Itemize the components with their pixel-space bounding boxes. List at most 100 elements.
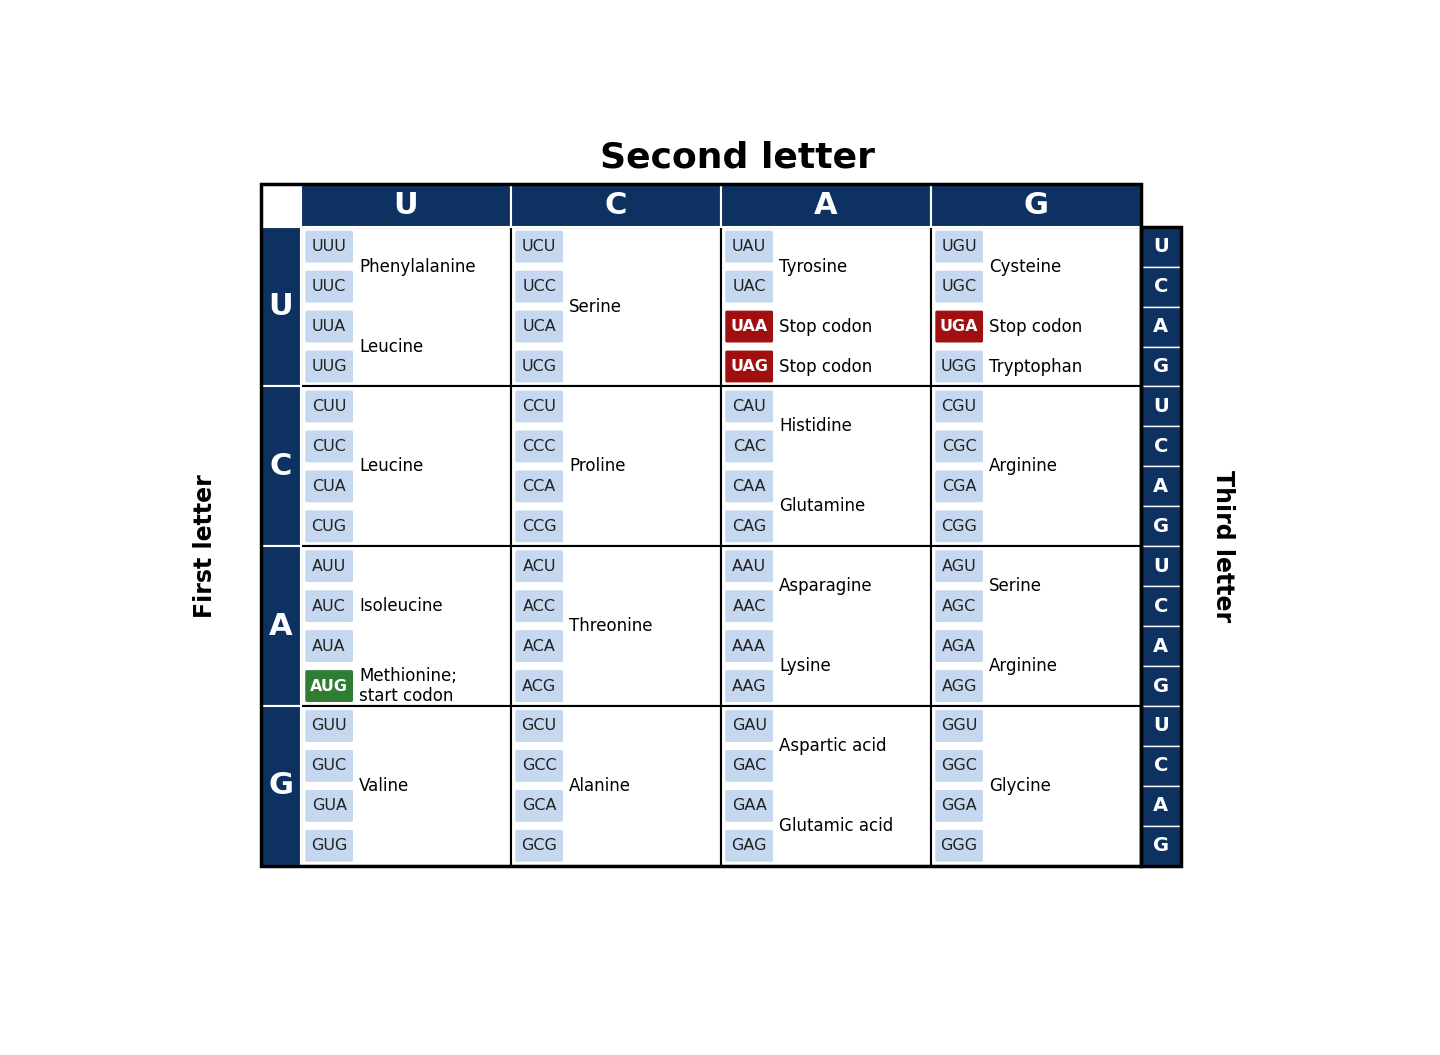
FancyBboxPatch shape <box>305 790 353 822</box>
FancyBboxPatch shape <box>516 511 563 542</box>
Text: CCG: CCG <box>521 519 556 534</box>
Text: G: G <box>1152 837 1169 856</box>
Bar <box>261 227 301 386</box>
Text: AAA: AAA <box>732 638 766 654</box>
FancyBboxPatch shape <box>305 430 353 462</box>
Text: ACC: ACC <box>523 598 556 614</box>
Text: Leucine: Leucine <box>359 338 423 356</box>
Text: Stop codon: Stop codon <box>779 358 873 376</box>
FancyBboxPatch shape <box>516 750 563 782</box>
Text: CUG: CUG <box>311 519 347 534</box>
Bar <box>261 185 1140 866</box>
Text: Phenylalanine: Phenylalanine <box>359 257 475 275</box>
FancyBboxPatch shape <box>726 750 773 782</box>
FancyBboxPatch shape <box>936 430 984 462</box>
FancyBboxPatch shape <box>726 390 773 422</box>
Text: U: U <box>1153 716 1169 735</box>
Text: Stop codon: Stop codon <box>779 318 873 335</box>
Text: Aspartic acid: Aspartic acid <box>779 737 887 755</box>
Text: CCU: CCU <box>523 399 556 414</box>
Bar <box>1140 826 1181 866</box>
Text: C: C <box>1153 597 1168 616</box>
Text: Arginine: Arginine <box>989 657 1058 675</box>
Text: CGC: CGC <box>942 439 976 454</box>
Text: Methionine;
start codon: Methionine; start codon <box>359 667 456 706</box>
Text: C: C <box>605 191 626 220</box>
Text: ACA: ACA <box>523 638 556 654</box>
Text: A: A <box>814 191 838 220</box>
FancyBboxPatch shape <box>726 590 773 622</box>
FancyBboxPatch shape <box>936 511 984 542</box>
FancyBboxPatch shape <box>726 830 773 862</box>
Text: UAU: UAU <box>732 239 766 254</box>
FancyBboxPatch shape <box>726 710 773 742</box>
Text: GGC: GGC <box>942 759 978 773</box>
Bar <box>511 227 720 386</box>
FancyBboxPatch shape <box>305 390 353 422</box>
Text: Isoleucine: Isoleucine <box>359 597 442 615</box>
Text: U: U <box>268 292 292 321</box>
FancyBboxPatch shape <box>936 271 984 303</box>
Text: CGA: CGA <box>942 479 976 494</box>
FancyBboxPatch shape <box>726 471 773 502</box>
FancyBboxPatch shape <box>516 830 563 862</box>
Text: UUC: UUC <box>312 280 346 294</box>
FancyBboxPatch shape <box>516 350 563 382</box>
Text: Histidine: Histidine <box>779 418 852 436</box>
FancyBboxPatch shape <box>726 430 773 462</box>
Text: Valine: Valine <box>359 776 409 794</box>
Bar <box>1140 506 1181 546</box>
FancyBboxPatch shape <box>936 471 984 502</box>
FancyBboxPatch shape <box>516 710 563 742</box>
Bar <box>1140 466 1181 506</box>
Bar <box>720 185 930 227</box>
Text: CUA: CUA <box>312 479 346 494</box>
Text: GGG: GGG <box>940 839 978 853</box>
FancyBboxPatch shape <box>726 790 773 822</box>
Text: Tryptophan: Tryptophan <box>989 358 1083 376</box>
Text: G: G <box>1152 517 1169 536</box>
Text: Stop codon: Stop codon <box>989 318 1083 335</box>
FancyBboxPatch shape <box>305 271 353 303</box>
Text: U: U <box>1153 557 1169 576</box>
Text: ACU: ACU <box>523 559 556 574</box>
FancyBboxPatch shape <box>516 551 563 582</box>
FancyBboxPatch shape <box>305 670 353 702</box>
Text: AGG: AGG <box>942 678 976 693</box>
Text: AUA: AUA <box>312 638 346 654</box>
Text: Serine: Serine <box>989 577 1043 595</box>
Text: UGC: UGC <box>942 280 976 294</box>
Text: AAG: AAG <box>732 678 766 693</box>
Bar <box>1140 546 1181 587</box>
FancyBboxPatch shape <box>936 310 984 343</box>
Text: CCC: CCC <box>523 439 556 454</box>
Text: CAA: CAA <box>733 479 766 494</box>
FancyBboxPatch shape <box>936 750 984 782</box>
Bar <box>930 706 1140 866</box>
Text: UUA: UUA <box>312 319 346 334</box>
Text: GGA: GGA <box>942 799 978 813</box>
Text: UCA: UCA <box>523 319 556 334</box>
Text: UGA: UGA <box>940 319 978 334</box>
Text: AGU: AGU <box>942 559 976 574</box>
Text: CGG: CGG <box>942 519 978 534</box>
Text: U: U <box>1153 237 1169 256</box>
Text: A: A <box>1153 318 1168 337</box>
Text: GUU: GUU <box>311 718 347 733</box>
Text: CUC: CUC <box>312 439 346 454</box>
FancyBboxPatch shape <box>305 231 353 263</box>
Bar <box>1140 587 1181 626</box>
Bar <box>301 386 511 546</box>
Text: UGG: UGG <box>940 359 978 375</box>
Text: Third letter: Third letter <box>1211 471 1236 622</box>
Bar <box>511 706 720 866</box>
FancyBboxPatch shape <box>936 830 984 862</box>
FancyBboxPatch shape <box>936 350 984 382</box>
Text: AAC: AAC <box>733 598 766 614</box>
Text: GGU: GGU <box>940 718 978 733</box>
Text: Asparagine: Asparagine <box>779 577 873 595</box>
Text: GUA: GUA <box>311 799 347 813</box>
FancyBboxPatch shape <box>516 670 563 702</box>
Bar <box>930 185 1140 227</box>
Text: UGU: UGU <box>942 239 976 254</box>
